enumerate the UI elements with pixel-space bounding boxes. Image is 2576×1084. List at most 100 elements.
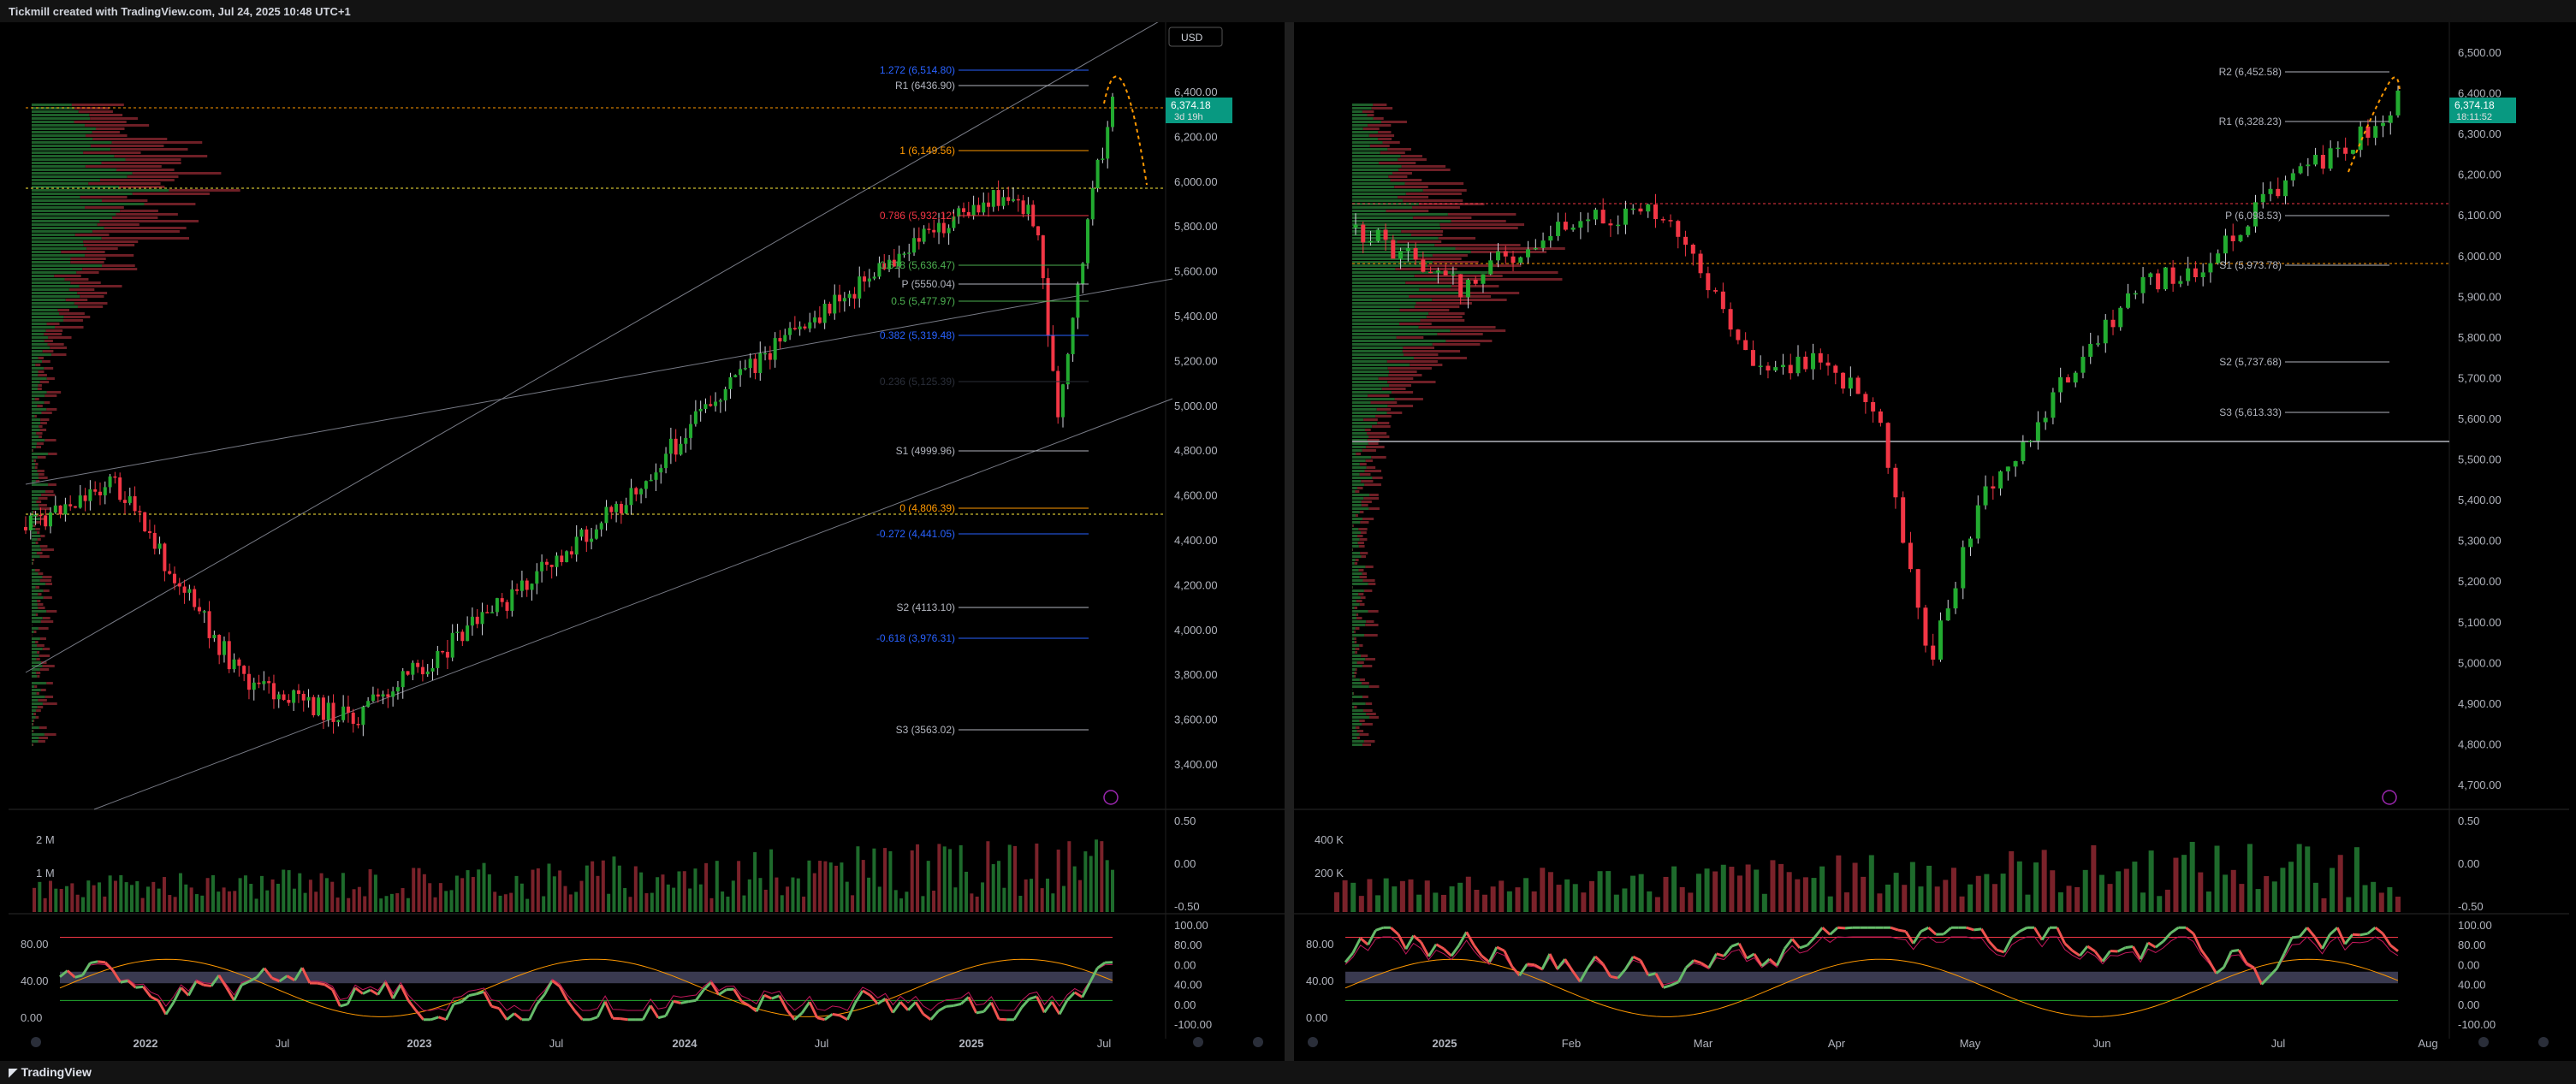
candle-body [317,697,321,715]
candle-body [718,400,722,402]
volume-bar [335,897,340,912]
profile-bar-up [32,148,111,151]
candle-body [743,368,747,370]
profile-bar-down [80,196,128,198]
osc-main-segment [1890,926,1899,932]
profile-bar-up [32,453,49,455]
profile-bar-down [55,326,84,329]
candle-body [1086,219,1090,264]
profile-bar-down [46,682,53,684]
volume-bar [1018,896,1023,912]
volume-bar [1991,884,1997,912]
candle-body [1548,235,1553,241]
profile-bar-down [34,685,38,688]
volume-bar [2164,889,2170,912]
profile-bar-up [32,446,37,448]
settings-icon[interactable] [1253,1037,1263,1047]
volume-bar [721,891,725,912]
volume-bar [59,888,63,912]
candle-body [2298,166,2303,174]
osc-main-segment [1904,930,1914,945]
profile-bar-up [1352,668,1356,671]
osc-right-axis-label: 40.00 [1174,979,1202,992]
candle-body [1511,256,1516,264]
candle-body [1743,340,1748,351]
profile-bar-up [1352,323,1399,325]
right-chart-pane[interactable]: R2 (6,452.58) R1 (6,328.23) P (6,098.53) S1… [1294,22,2569,1061]
profile-bar-down [120,210,158,212]
volume-bar [259,875,264,912]
auto-scale-icon[interactable] [1193,1037,1203,1047]
volume-bar [796,878,800,912]
profile-bar-down [57,309,70,311]
osc-main-segment [187,980,198,997]
osc-right-axis-label: 0.00 [2458,958,2479,971]
profile-bar-down [86,134,128,137]
right-chart-svg[interactable]: R2 (6,452.58)R1 (6,328.23)P (6,098.53)S1… [1294,22,2569,1061]
osc-main-segment [2306,927,2316,938]
osc-right-axis-label: -100.00 [2458,1018,2496,1031]
timezone-icon[interactable] [31,1037,41,1047]
time-axis-label: 2022 [134,1037,158,1050]
profile-bar-up [32,254,86,257]
volume-bar [970,893,974,912]
candle-body [877,263,881,277]
alert-bolt-icon[interactable] [1103,790,1119,805]
profile-bar-down [35,463,39,465]
left-chart-svg[interactable]: 1.272 (6,514.80)R1 (6436.90)1 (6,149.56)… [9,13,1285,1061]
profile-bar-down [37,706,44,708]
profile-bar-up [1352,490,1356,493]
profile-bar-up [32,251,62,253]
candle-body [852,293,857,299]
candle-body [1353,224,1358,228]
profile-bar-up [1352,562,1355,565]
osc-main-segment [937,1005,947,1012]
profile-bar-down [92,230,180,233]
volume-bar [303,892,307,912]
left-chart-pane[interactable]: 1.272 (6,514.80) R1 (6436.90) 1 (6,149.56)… [9,13,1285,1061]
currency-button[interactable] [1168,27,1223,47]
profile-bar-up [32,285,80,287]
auto-scale-icon[interactable] [2478,1037,2489,1047]
profile-bar-down [44,367,54,370]
currency-label[interactable]: USD [1181,32,1203,44]
volume-bar [124,882,128,912]
profile-bar-up [32,104,72,106]
level-label: 1 (6,149.56) [899,145,955,157]
osc-main-segment [384,981,395,999]
profile-bar-down [1428,312,1465,315]
profile-bar-down [102,199,148,202]
profile-bar-up [32,569,35,572]
profile-bar-up [32,456,38,459]
profile-bar-down [39,435,42,438]
profile-bar-up [1352,158,1398,161]
candle-body [1848,377,1853,389]
settings-icon[interactable] [2538,1037,2549,1047]
profile-bar-down [1368,610,1379,613]
profile-bar-down [42,648,50,650]
alert-bolt-icon[interactable] [2382,790,2397,805]
volume-bar [1654,897,1660,912]
volume-bar [2148,850,2154,912]
profile-bar-down [1398,158,1427,161]
candle-body [1413,248,1418,260]
timezone-icon[interactable] [1308,1037,1318,1047]
profile-bar-down [1451,220,1506,222]
profile-bar-up [1352,641,1355,643]
pane-divider[interactable] [1285,22,1294,1061]
volume-bar [959,844,963,912]
profile-bar-up [32,706,38,708]
osc-main-segment [340,1003,348,1008]
profile-bar-up [32,713,34,715]
volume-bar [1399,880,1405,912]
volume-bar [454,875,459,912]
profile-bar-up [1352,261,1433,264]
profile-bar-down [86,247,118,250]
candle-body [1533,247,1538,250]
osc-main-segment [1397,933,1408,950]
tradingview-logo[interactable]: ◤ TradingView [9,1065,92,1079]
profile-bar-up [1352,589,1364,592]
profile-bar-up [1352,713,1367,715]
volume-bar [1819,866,1825,912]
time-axis-label: Aug [2418,1037,2437,1050]
